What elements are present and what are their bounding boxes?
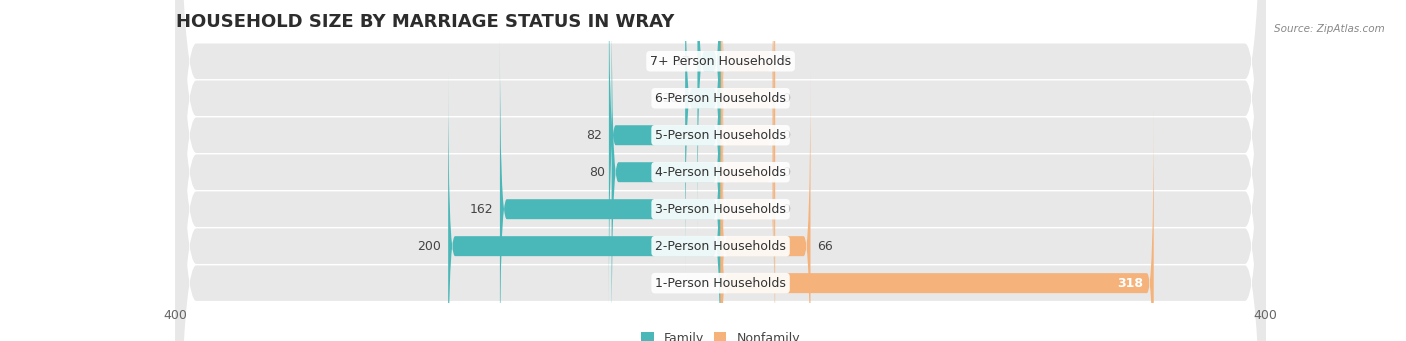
Text: 0: 0 [782,166,790,179]
Text: 4-Person Households: 4-Person Households [655,166,786,179]
Text: 318: 318 [1116,277,1143,290]
Text: 82: 82 [586,129,602,142]
FancyBboxPatch shape [176,0,1265,341]
Legend: Family, Nonfamily: Family, Nonfamily [641,331,800,341]
FancyBboxPatch shape [721,0,775,273]
FancyBboxPatch shape [721,0,775,236]
Text: HOUSEHOLD SIZE BY MARRIAGE STATUS IN WRAY: HOUSEHOLD SIZE BY MARRIAGE STATUS IN WRA… [176,13,673,31]
Text: 162: 162 [470,203,494,216]
FancyBboxPatch shape [176,0,1265,341]
Text: 1-Person Households: 1-Person Households [655,277,786,290]
FancyBboxPatch shape [176,0,1265,341]
FancyBboxPatch shape [721,34,775,341]
Text: Source: ZipAtlas.com: Source: ZipAtlas.com [1274,24,1385,34]
Text: 6-Person Households: 6-Person Households [655,92,786,105]
Text: 200: 200 [418,240,441,253]
Text: 0: 0 [782,55,790,68]
Text: 5-Person Households: 5-Person Households [655,129,786,142]
FancyBboxPatch shape [176,0,1265,341]
Text: 17: 17 [675,55,690,68]
FancyBboxPatch shape [176,0,1265,341]
FancyBboxPatch shape [176,0,1265,341]
Text: 3-Person Households: 3-Person Households [655,203,786,216]
FancyBboxPatch shape [176,0,1265,341]
FancyBboxPatch shape [721,108,1154,341]
FancyBboxPatch shape [609,0,721,310]
Text: 2-Person Households: 2-Person Households [655,240,786,253]
FancyBboxPatch shape [697,0,721,236]
FancyBboxPatch shape [449,71,721,341]
Text: 0: 0 [782,92,790,105]
FancyBboxPatch shape [721,71,810,341]
Text: 7+ Person Households: 7+ Person Households [650,55,792,68]
Text: 0: 0 [782,129,790,142]
FancyBboxPatch shape [721,0,775,310]
FancyBboxPatch shape [501,34,721,341]
Text: 0: 0 [782,203,790,216]
FancyBboxPatch shape [612,0,721,341]
FancyBboxPatch shape [685,0,721,273]
Text: 26: 26 [662,92,678,105]
Text: 66: 66 [817,240,832,253]
Text: 80: 80 [589,166,605,179]
FancyBboxPatch shape [721,0,775,341]
